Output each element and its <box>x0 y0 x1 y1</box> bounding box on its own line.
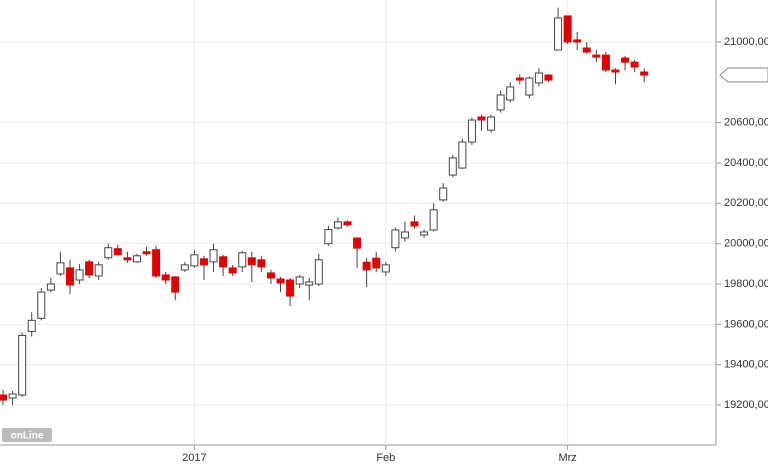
candle-body <box>142 251 151 255</box>
candle-body <box>621 57 630 63</box>
candle-body <box>75 269 84 281</box>
candle-body <box>0 394 7 401</box>
logo-box <box>2 428 52 442</box>
candle-body <box>113 248 122 256</box>
candle-body <box>295 276 304 285</box>
candle-body <box>27 319 36 332</box>
y-tick-label: 19800,00 <box>724 278 768 290</box>
candle-body <box>410 221 419 227</box>
candle-body <box>85 261 94 276</box>
y-tick-label: 20000,00 <box>724 238 768 250</box>
candle-body <box>372 257 381 269</box>
candle-body <box>286 279 295 297</box>
x-tick-label: Feb <box>376 452 395 464</box>
candle-body <box>391 229 400 249</box>
logo: onLine <box>11 431 44 442</box>
candle-body <box>515 77 524 81</box>
candle-body <box>611 69 620 73</box>
y-tick-label: 19200,00 <box>724 399 768 411</box>
candle-body <box>180 264 189 271</box>
y-tick-label: 19400,00 <box>724 359 768 371</box>
candle-body <box>601 54 610 71</box>
x-tick-label: Mrz <box>558 452 576 464</box>
candle-body <box>18 334 27 396</box>
candle-body <box>525 77 534 96</box>
candle-body <box>266 272 275 279</box>
candle-body <box>429 209 438 231</box>
candle-body <box>630 61 639 68</box>
candle-body <box>458 141 467 169</box>
candle-body <box>420 231 429 236</box>
candle-body <box>333 221 342 229</box>
candle-body <box>477 116 486 121</box>
candle-body <box>554 17 563 51</box>
candle-body <box>65 267 74 286</box>
candle-body <box>305 281 314 286</box>
candle-body <box>132 255 141 263</box>
candle-body <box>362 261 371 271</box>
candle-body <box>199 258 208 266</box>
candle-body <box>343 221 352 226</box>
candle-body <box>496 94 505 111</box>
candle-body <box>640 71 649 76</box>
candle-body <box>544 74 553 81</box>
candle-body <box>257 259 266 268</box>
candle-body <box>563 15 572 43</box>
y-tick-label: 20600,00 <box>724 117 768 129</box>
candle-body <box>448 157 457 176</box>
candle-body <box>506 86 515 101</box>
candle-body <box>467 119 476 143</box>
candle-body <box>400 231 409 239</box>
candle-body <box>353 237 362 249</box>
price-marker <box>719 67 768 83</box>
candle-body <box>324 229 333 245</box>
candle-body <box>123 257 132 261</box>
candle-body <box>381 264 390 273</box>
candle-body <box>190 254 199 267</box>
candle-body <box>219 256 228 268</box>
y-tick-label: 19600,00 <box>724 318 768 330</box>
candle-body <box>8 393 17 399</box>
candle-body <box>94 264 103 277</box>
candle-body <box>152 249 161 277</box>
y-tick-label: 20400,00 <box>724 157 768 169</box>
candle-body <box>161 274 170 281</box>
y-tick-label: 20200,00 <box>724 197 768 209</box>
candle-body <box>534 72 543 84</box>
x-tick-label: 2017 <box>182 452 206 464</box>
candle-body <box>247 257 256 266</box>
candle-body <box>46 283 55 291</box>
candle-body <box>439 187 448 201</box>
y-tick-label: 21000,00 <box>724 36 768 48</box>
candle-body <box>209 249 218 263</box>
candle-body <box>56 262 65 275</box>
candle-body <box>228 267 237 274</box>
candle-body <box>37 291 46 319</box>
candle-body <box>314 259 323 285</box>
candle-body <box>171 276 180 293</box>
candle-body <box>276 278 285 284</box>
candle-body <box>573 39 582 43</box>
candle-body <box>487 116 496 131</box>
candle-body <box>592 54 601 58</box>
candle-body <box>238 252 247 268</box>
candle-body <box>582 47 591 53</box>
candle-body <box>104 247 113 259</box>
